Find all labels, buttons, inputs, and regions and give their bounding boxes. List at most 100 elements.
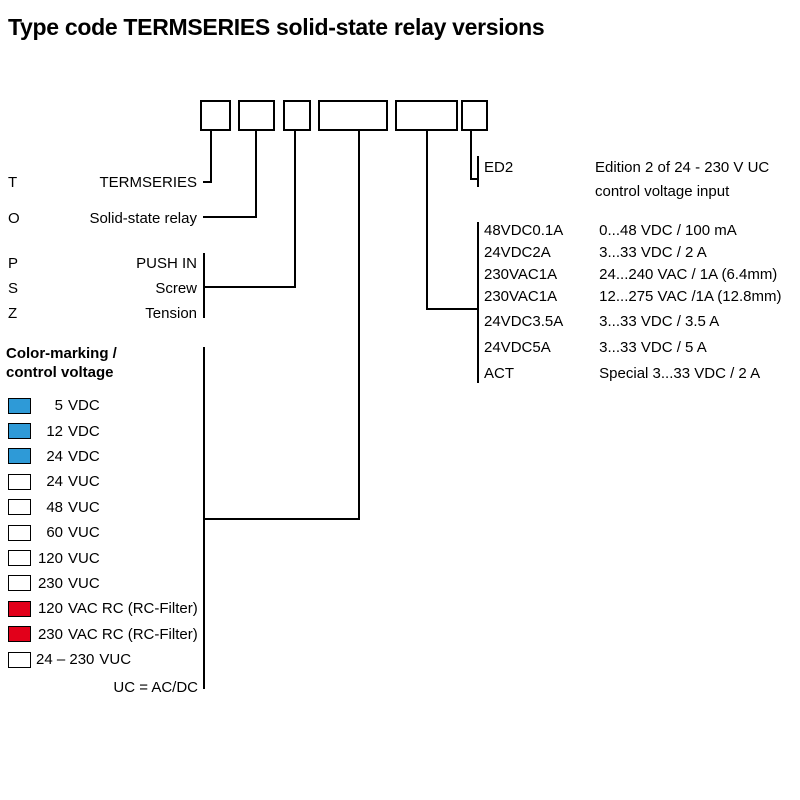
color-item: 24 VUC <box>8 469 238 494</box>
edition-desc-line2: control voltage input <box>595 183 730 200</box>
type-letter-P-label: PUSH IN <box>136 255 197 272</box>
color-item: 120 VUC <box>8 545 238 570</box>
voltage-value: 24 <box>46 447 63 465</box>
rating-code: 48VDC0.1A <box>484 222 564 239</box>
color-heading-line1: Color-marking / <box>6 345 117 362</box>
color-heading-line2: control voltage <box>6 364 114 381</box>
rating-row: 24VDC3.5A 3...33 VDC / 3.5 A <box>484 313 719 330</box>
voltage-unit: VAC RC (RC-Filter) <box>68 600 198 618</box>
color-swatch <box>8 473 31 490</box>
connector-box3-horizontal <box>203 286 296 288</box>
voltage-unit: VUC <box>68 574 100 592</box>
rating-code: 24VDC5A <box>484 339 551 356</box>
connector-box6-horizontal <box>470 178 479 180</box>
connector-box1-horizontal <box>203 181 212 183</box>
voltage-value: 230 <box>37 574 63 592</box>
voltage-unit: VDC <box>68 397 100 415</box>
uc-definition-note: UC = AC/DC <box>113 679 198 696</box>
voltage-value: 120 <box>37 600 63 618</box>
type-letter-T-label: TERMSERIES <box>99 174 197 191</box>
rating-desc: 3...33 VDC / 3.5 A <box>599 313 720 330</box>
rating-code: 230VAC1A <box>484 266 558 283</box>
rating-row: 230VAC1A 12...275 VAC /1A (12.8mm) <box>484 288 781 305</box>
connector-box4-horizontal <box>203 518 360 520</box>
color-voltage-list: 5 VDC 12 VDC 24 VDC 24 VUC 48 VUC 60 VUC <box>8 393 238 672</box>
color-swatch <box>8 626 31 643</box>
rating-desc: 0...48 VDC / 100 mA <box>599 222 737 239</box>
voltage-unit: VDC <box>68 447 100 465</box>
color-section-heading: Color-marking / control voltage <box>6 344 117 382</box>
rating-row: 230VAC1A 24...240 VAC / 1A (6.4mm) <box>484 266 777 283</box>
page-title: Type code TERMSERIES solid-state relay v… <box>8 14 545 40</box>
rating-code: ACT <box>484 365 514 382</box>
color-item: 24 VDC <box>8 444 238 469</box>
type-letter-P: P <box>8 255 19 272</box>
voltage-value: 5 <box>54 397 63 415</box>
type-letter-T: T <box>8 174 18 191</box>
rating-row: 48VDC0.1A 0...48 VDC / 100 mA <box>484 222 737 239</box>
rating-row: ACT Special 3...33 VDC / 2 A <box>484 365 760 382</box>
rating-row: 24VDC5A 3...33 VDC / 5 A <box>484 339 707 356</box>
type-letter-S: S <box>8 280 19 297</box>
edition-desc-line1: Edition 2 of 24 - 230 V UC <box>595 159 770 176</box>
voltage-unit: VUC <box>68 498 100 516</box>
rating-row: 24VDC2A 3...33 VDC / 2 A <box>484 244 707 261</box>
voltage-value: 230 <box>37 625 63 643</box>
color-item: 24 – 230 VUC <box>8 647 238 672</box>
connector-box6-vertical <box>470 131 472 180</box>
color-swatch <box>8 397 31 414</box>
color-swatch <box>8 600 31 617</box>
type-code-box-1 <box>200 100 231 131</box>
type-code-box-4 <box>318 100 388 131</box>
type-letter-Z-label: Tension <box>145 305 197 322</box>
type-letter-O: O <box>8 210 20 227</box>
voltage-value: 24 – 230 <box>36 651 95 669</box>
connector-color-collector <box>203 347 205 689</box>
rating-desc: 12...275 VAC /1A (12.8mm) <box>599 288 782 305</box>
rating-code: 24VDC2A <box>484 244 551 261</box>
voltage-value: 12 <box>46 422 63 440</box>
voltage-unit: VDC <box>68 422 100 440</box>
rating-desc: Special 3...33 VDC / 2 A <box>599 365 761 382</box>
color-item: 230 VUC <box>8 571 238 596</box>
color-swatch <box>8 524 31 541</box>
type-code-box-3 <box>283 100 311 131</box>
color-item: 5 VDC <box>8 393 238 418</box>
rating-desc: 24...240 VAC / 1A (6.4mm) <box>599 266 778 283</box>
type-letter-O-label: Solid-state relay <box>89 210 197 227</box>
connector-box2-horizontal <box>203 216 257 218</box>
rating-desc: 3...33 VDC / 5 A <box>599 339 707 356</box>
type-code-box-5 <box>395 100 458 131</box>
voltage-unit: VAC RC (RC-Filter) <box>68 625 198 643</box>
connector-psz-collector <box>203 253 205 318</box>
edition-code: ED2 <box>484 159 514 176</box>
voltage-unit: VUC <box>68 473 100 491</box>
voltage-unit: VUC <box>68 549 100 567</box>
rating-code: 230VAC1A <box>484 288 558 305</box>
color-swatch <box>8 651 31 668</box>
connector-box5-vertical <box>426 131 428 310</box>
connector-ed2-tick <box>477 156 479 187</box>
connector-box3-vertical <box>294 131 296 288</box>
voltage-value: 24 <box>46 473 63 491</box>
color-item: 48 VUC <box>8 495 238 520</box>
color-item: 60 VUC <box>8 520 238 545</box>
color-swatch <box>8 448 31 465</box>
type-letter-S-label: Screw <box>155 280 197 297</box>
voltage-value: 48 <box>46 498 63 516</box>
color-item: 12 VDC <box>8 418 238 443</box>
color-item: 230 VAC RC (RC-Filter) <box>8 622 238 647</box>
type-code-box-2 <box>238 100 275 131</box>
voltage-unit: VUC <box>68 524 100 542</box>
connector-box1-vertical <box>210 131 212 183</box>
connector-box5-horizontal <box>426 308 479 310</box>
type-code-box-6 <box>461 100 488 131</box>
connector-box2-vertical <box>255 131 257 218</box>
color-swatch <box>8 575 31 592</box>
color-item: 120 VAC RC (RC-Filter) <box>8 596 238 621</box>
rating-desc: 3...33 VDC / 2 A <box>599 244 707 261</box>
rating-code: 24VDC3.5A <box>484 313 564 330</box>
voltage-value: 120 <box>37 549 63 567</box>
color-swatch <box>8 423 31 440</box>
